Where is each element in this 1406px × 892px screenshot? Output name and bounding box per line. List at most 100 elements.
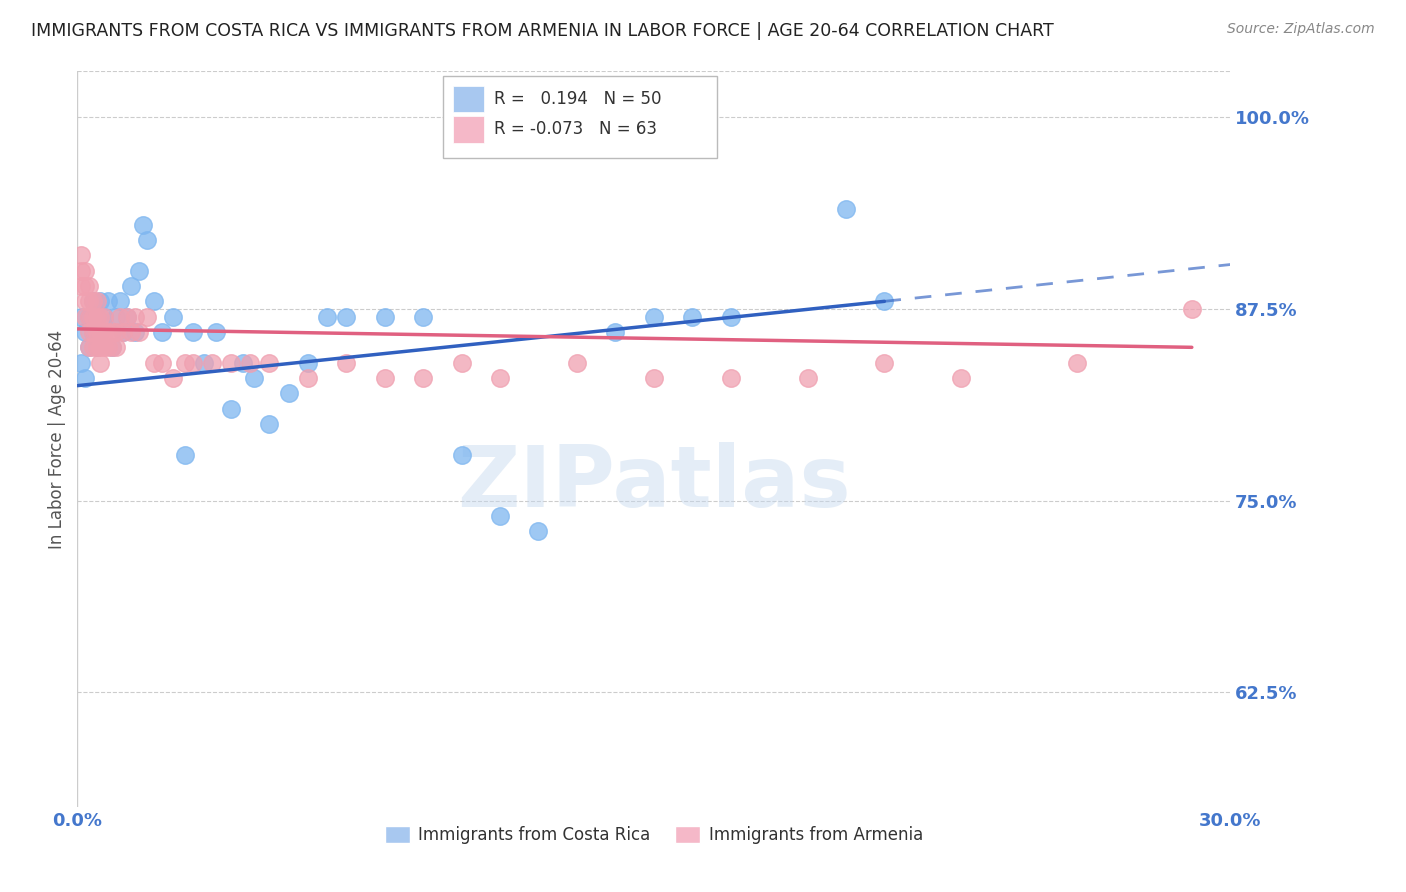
Legend: Immigrants from Costa Rica, Immigrants from Armenia: Immigrants from Costa Rica, Immigrants f…: [378, 819, 929, 850]
Point: [277, 386, 299, 401]
Point: [174, 448, 197, 462]
Point: [162, 371, 184, 385]
Point: [86, 340, 108, 354]
Point: [112, 325, 135, 339]
Point: [93, 310, 115, 324]
Point: [135, 233, 157, 247]
Point: [297, 356, 319, 370]
Point: [335, 310, 357, 324]
Point: [70, 310, 93, 324]
Point: [124, 310, 146, 324]
Point: [104, 325, 127, 339]
Point: [82, 325, 104, 339]
Text: ZIPatlas: ZIPatlas: [457, 442, 851, 525]
Point: [86, 325, 108, 339]
Point: [204, 325, 226, 339]
Point: [86, 340, 108, 354]
Point: [873, 356, 896, 370]
Point: [77, 310, 100, 324]
Point: [143, 356, 166, 370]
Point: [681, 310, 703, 324]
Point: [128, 325, 150, 339]
Y-axis label: In Labor Force | Age 20-64: In Labor Force | Age 20-64: [48, 330, 66, 549]
Point: [135, 310, 157, 324]
Point: [201, 356, 224, 370]
Point: [412, 310, 434, 324]
Point: [124, 325, 146, 339]
Point: [796, 371, 818, 385]
Text: Source: ZipAtlas.com: Source: ZipAtlas.com: [1227, 22, 1375, 37]
Point: [89, 294, 111, 309]
Point: [219, 356, 242, 370]
Point: [1181, 301, 1204, 316]
Point: [174, 356, 197, 370]
Point: [89, 325, 111, 339]
Point: [70, 263, 93, 277]
Point: [82, 310, 104, 324]
Point: [374, 310, 396, 324]
Point: [316, 310, 339, 324]
Point: [232, 356, 254, 370]
Point: [82, 294, 104, 309]
Point: [181, 325, 204, 339]
Point: [117, 310, 139, 324]
Point: [89, 325, 111, 339]
Point: [97, 340, 120, 354]
Point: [181, 356, 204, 370]
Point: [873, 294, 896, 309]
Point: [73, 294, 96, 309]
Point: [93, 340, 115, 354]
Point: [120, 279, 142, 293]
Point: [97, 325, 120, 339]
Point: [104, 310, 127, 324]
Point: [128, 263, 150, 277]
Point: [86, 310, 108, 324]
Point: [82, 294, 104, 309]
Point: [70, 248, 93, 262]
Point: [73, 279, 96, 293]
Point: [108, 294, 131, 309]
Point: [335, 356, 357, 370]
Text: R =   0.194   N = 50: R = 0.194 N = 50: [494, 90, 661, 108]
Point: [93, 310, 115, 324]
Point: [108, 310, 131, 324]
Point: [565, 356, 588, 370]
Point: [104, 340, 127, 354]
Point: [70, 279, 93, 293]
Point: [219, 401, 242, 416]
Point: [101, 325, 124, 339]
Point: [89, 340, 111, 354]
Point: [297, 371, 319, 385]
Point: [150, 325, 173, 339]
Point: [643, 310, 665, 324]
Point: [77, 340, 100, 354]
Point: [82, 340, 104, 354]
Point: [120, 325, 142, 339]
Point: [243, 371, 266, 385]
Point: [259, 356, 281, 370]
Point: [117, 310, 139, 324]
Point: [150, 356, 173, 370]
Point: [73, 310, 96, 324]
Point: [605, 325, 627, 339]
Point: [374, 371, 396, 385]
Point: [89, 356, 111, 370]
Point: [193, 356, 215, 370]
Point: [73, 325, 96, 339]
Point: [143, 294, 166, 309]
Point: [489, 508, 512, 523]
Point: [720, 310, 742, 324]
Point: [835, 202, 858, 217]
Point: [1066, 356, 1088, 370]
Point: [239, 356, 262, 370]
Point: [450, 356, 472, 370]
Point: [643, 371, 665, 385]
Point: [950, 371, 973, 385]
Point: [77, 325, 100, 339]
Point: [70, 356, 93, 370]
Point: [82, 325, 104, 339]
Point: [412, 371, 434, 385]
Point: [73, 371, 96, 385]
Point: [86, 310, 108, 324]
Point: [77, 279, 100, 293]
